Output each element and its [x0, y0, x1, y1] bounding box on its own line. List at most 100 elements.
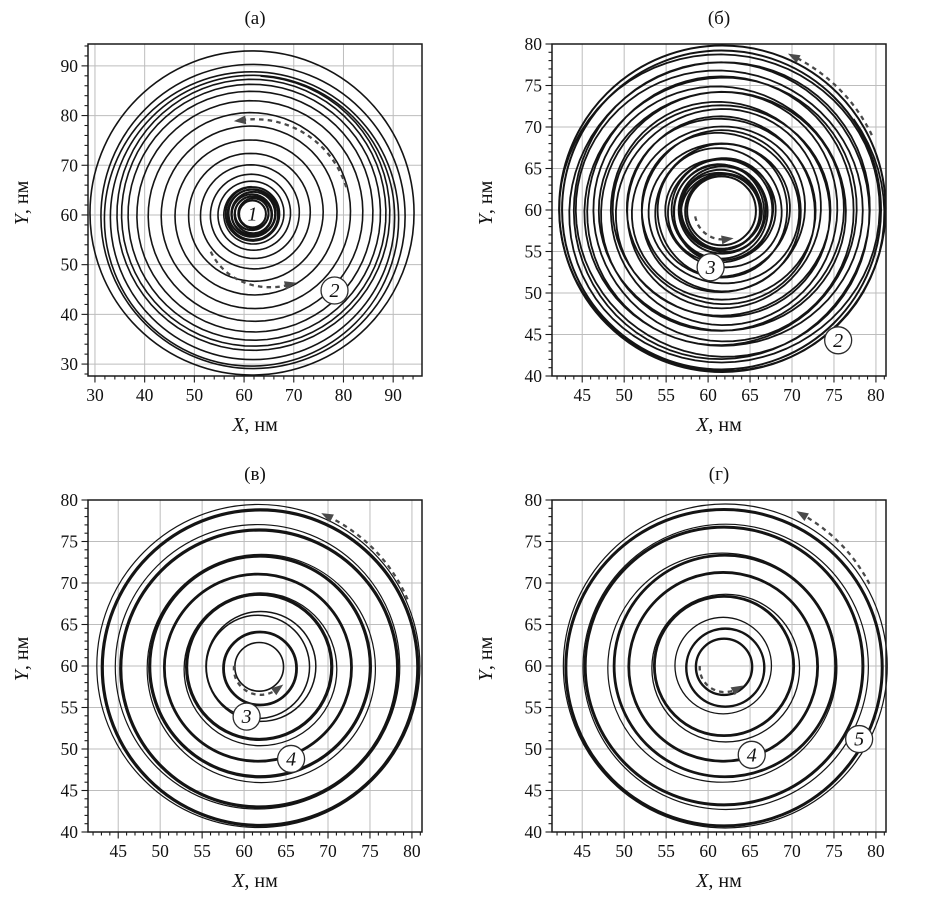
trajectory-ring: [146, 553, 377, 784]
y-tick-label: 40: [61, 822, 79, 842]
y-tick-label: 40: [525, 366, 543, 386]
trajectory-ring: [627, 571, 820, 763]
x-tick-label: 50: [615, 841, 633, 861]
y-tick-label: 80: [525, 34, 543, 54]
direction-arrow-curve: [232, 665, 281, 696]
panel-b-title: (б): [707, 8, 731, 29]
trajectory-ring: [583, 525, 865, 807]
x-tick-label: 40: [136, 385, 154, 405]
x-tick-label: 55: [193, 841, 211, 861]
x-tick-label: 75: [361, 841, 379, 861]
panel-v-xlabel: X, нм: [232, 870, 278, 892]
trajectory-marker-label: 3: [241, 706, 252, 728]
trajectory-marker-circle: [824, 326, 853, 355]
trajectory-ring: [685, 627, 766, 708]
direction-arrow-head: [271, 684, 284, 696]
trajectory-marker-label: 2: [330, 280, 340, 302]
trajectory-ring: [561, 49, 882, 371]
plot-frame: [87, 43, 423, 377]
direction-arrow-head: [321, 513, 334, 523]
y-tick-label: 55: [61, 698, 79, 718]
y-tick-label: 80: [61, 106, 79, 126]
y-tick-label: 65: [525, 159, 543, 179]
trajectory-spiral: [558, 53, 886, 372]
trajectory-ring: [564, 507, 884, 828]
trajectory-marker-label: 3: [705, 257, 716, 279]
trajectory-ring: [148, 554, 372, 779]
y-tick-label: 90: [61, 56, 79, 76]
direction-arrow-head: [721, 235, 734, 245]
panel-v-plot: 45 50 55 60 65 70 75 80 40 45 50 55 60 65 70 75 80 3 4: [0, 456, 463, 912]
y-tick-label: 70: [525, 573, 543, 593]
x-tick-label: 80: [867, 841, 885, 861]
y-tick-label: 65: [525, 615, 543, 635]
y-tick-label: 50: [525, 283, 543, 303]
x-tick-label: 60: [699, 841, 717, 861]
panel-background: [464, 0, 927, 456]
x-tick-label: 60: [235, 385, 253, 405]
panel-b-plot: 45 50 55 60 65 70 75 80 40 45 50 55 60 65 70 75 80 3 2: [464, 0, 927, 456]
x-tick-label: 80: [335, 385, 353, 405]
y-tick-label: 60: [61, 656, 79, 676]
x-tick-label: 70: [783, 385, 801, 405]
panel-v: 45 50 55 60 65 70 75 80 40 45 50 55 60 65 70 75 80 3 4 (в)…: [0, 456, 463, 912]
trajectory-ring: [183, 592, 338, 747]
x-tick-label: 55: [657, 385, 675, 405]
x-tick-label: 70: [285, 385, 303, 405]
trajectory-marker-circle: [276, 744, 306, 774]
y-tick-label: 75: [525, 532, 543, 552]
x-tick-label: 60: [699, 385, 717, 405]
trajectory-ring: [686, 175, 757, 247]
trajectory-ring: [96, 503, 421, 829]
direction-arrow-head: [796, 511, 809, 521]
x-tick-label: 65: [277, 841, 295, 861]
panel-b: 45 50 55 60 65 70 75 80 40 45 50 55 60 65 70 75 80 3 2 (б)…: [464, 0, 927, 456]
x-tick-label: 65: [741, 841, 759, 861]
x-tick-label: 80: [867, 385, 885, 405]
trajectory-marker-label: 2: [833, 330, 843, 352]
trajectory-ring: [562, 503, 888, 829]
x-tick-label: 45: [573, 385, 591, 405]
x-tick-label: 70: [319, 841, 337, 861]
panel-background: [0, 456, 463, 912]
panel-a: 30 40 50 60 70 80 90 30 40 50 60 70 80 90 1 2 (а) Y, нм…: [0, 0, 463, 456]
trajectory-ring: [185, 592, 334, 742]
x-tick-label: 65: [741, 385, 759, 405]
y-tick-label: 40: [61, 304, 79, 324]
trajectory-ring: [89, 50, 415, 376]
y-tick-label: 50: [61, 255, 79, 275]
trajectory-marker-label: 1: [248, 203, 258, 225]
panel-v-ylabel: Y, нм: [11, 636, 33, 682]
trajectory-ring: [100, 63, 406, 370]
trajectory-marker-label: 4: [747, 744, 757, 766]
trajectory-ring: [103, 71, 400, 367]
panel-g: 45 50 55 60 65 70 75 80 40 45 50 55 60 65 70 75 80 4 5 (г)…: [464, 456, 927, 912]
x-tick-label: 45: [109, 841, 127, 861]
panel-a-ylabel: Y, нм: [11, 180, 33, 226]
y-tick-label: 45: [525, 325, 543, 345]
panel-a-title: (а): [244, 8, 266, 29]
trajectory-ring: [652, 594, 796, 738]
direction-arrow-curve: [209, 251, 294, 289]
direction-arrow-curve: [698, 666, 741, 694]
trajectory-ring: [612, 553, 838, 779]
y-tick-label: 75: [61, 532, 79, 552]
direction-arrow-head: [233, 115, 247, 125]
y-tick-label: 80: [525, 490, 543, 510]
y-tick-label: 65: [61, 615, 79, 635]
trajectory-marker-circle: [240, 201, 265, 226]
x-tick-label: 80: [403, 841, 421, 861]
y-tick-label: 50: [525, 739, 543, 759]
x-tick-label: 30: [86, 385, 104, 405]
direction-arrow-curve: [237, 118, 348, 188]
y-tick-label: 75: [525, 76, 543, 96]
trajectory-ring: [651, 593, 801, 743]
panel-v-title: (в): [244, 464, 266, 485]
panel-g-title: (г): [708, 464, 730, 485]
x-tick-label: 55: [657, 841, 675, 861]
trajectory-ring: [224, 186, 281, 242]
direction-arrow-head: [730, 685, 744, 696]
y-tick-label: 55: [525, 698, 543, 718]
